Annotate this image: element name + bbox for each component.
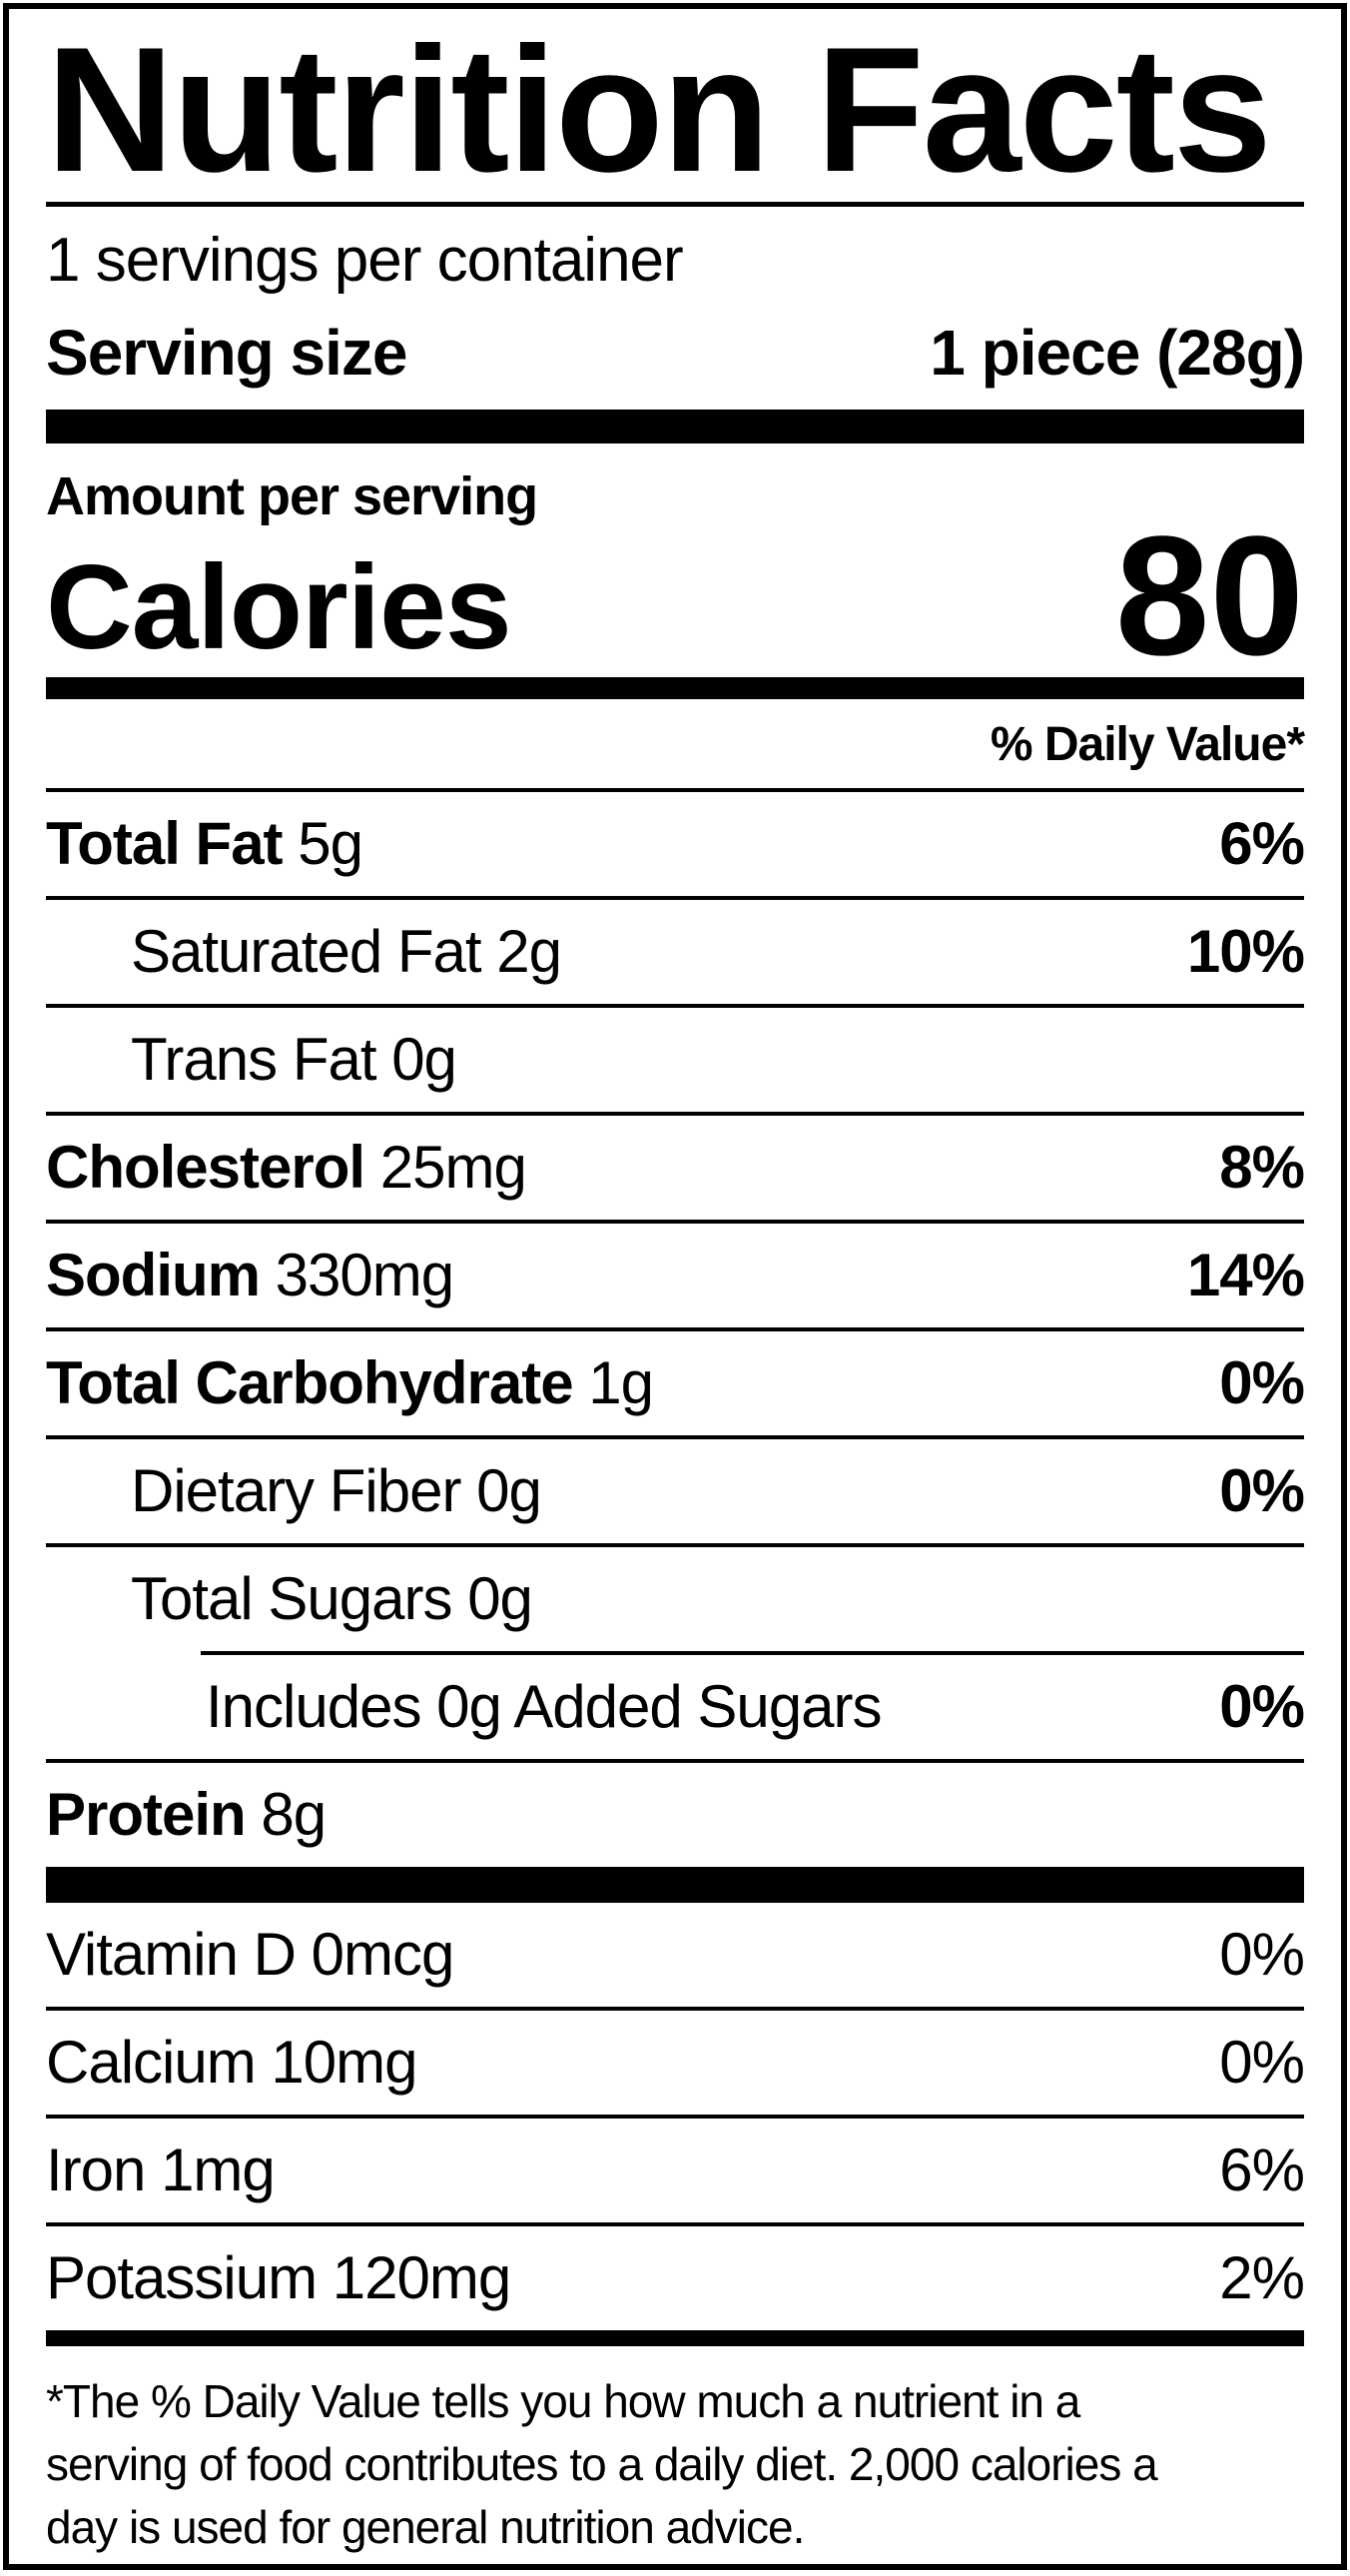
nutrient-row-total-carbohydrate: Total Carbohydrate 1g 0% — [46, 1331, 1305, 1439]
label-title: Nutrition Facts — [46, 10, 1272, 209]
daily-value-footnote: *The % Daily Value tells you how much a … — [46, 2346, 1304, 2560]
thick-divider-calories — [46, 676, 1304, 699]
vitamin-name-amount: Calcium 10mg — [46, 2028, 417, 2096]
vitamin-dv: 6% — [1219, 2136, 1305, 2203]
serving-size-row: Serving size 1 piece (28g) — [46, 310, 1305, 410]
nutrient-name-amount: Dietary Fiber 0g — [131, 1456, 542, 1524]
nutrient-row-trans-fat: Trans Fat 0g — [46, 1008, 1304, 1116]
thick-divider-top — [46, 410, 1304, 444]
nutrient-dv: 8% — [1219, 1133, 1305, 1201]
serving-size-value: 1 piece (28g) — [930, 317, 1305, 390]
thick-divider-protein — [46, 1866, 1304, 1903]
footnote-line: day is used for general nutrition advice… — [46, 2501, 805, 2554]
daily-value-divider — [46, 787, 1304, 792]
nutrient-row-total-sugars: Total Sugars 0g — [46, 1547, 1304, 1651]
nutrient-row-total-fat: Total Fat 5g 6% — [46, 792, 1305, 900]
title-divider — [46, 202, 1304, 208]
nutrient-name-amount: Protein 8g — [46, 1780, 327, 1848]
nutrient-name-amount: Trans Fat 0g — [131, 1025, 457, 1093]
nutrient-name-amount: Sodium 330mg — [46, 1241, 454, 1308]
nutrient-name-amount: Total Fat 5g — [46, 809, 363, 877]
vitamin-name-amount: Iron 1mg — [46, 2136, 276, 2203]
nutrient-name-amount: Cholesterol 25mg — [46, 1133, 527, 1201]
nutrient-row-sodium: Sodium 330mg 14% — [46, 1224, 1305, 1331]
nutrient-name-amount: Total Carbohydrate 1g — [46, 1348, 654, 1416]
footnote-line: *The % Daily Value tells you how much a … — [46, 2374, 1080, 2427]
added-sugars-divider — [201, 1650, 1304, 1655]
nutrient-row-added-sugars: Includes 0g Added Sugars 0% — [46, 1655, 1305, 1763]
nutrient-dv: 0% — [1219, 1456, 1305, 1524]
footnote-line: serving of food contributes to a daily d… — [46, 2437, 1158, 2490]
thick-divider-footnote — [46, 2329, 1304, 2346]
vitamin-row-iron: Iron 1mg 6% — [46, 2119, 1305, 2226]
daily-value-header: % Daily Value* — [990, 717, 1305, 771]
nutrient-row-dietary-fiber: Dietary Fiber 0g 0% — [46, 1439, 1305, 1547]
vitamin-dv: 0% — [1219, 1920, 1305, 1988]
vitamin-name-amount: Potassium 120mg — [46, 2243, 511, 2311]
nutrient-name-amount: Saturated Fat 2g — [131, 917, 562, 985]
nutrient-name-amount: Total Sugars 0g — [131, 1564, 533, 1632]
calories-value: 80 — [1114, 501, 1304, 692]
nutrient-row-cholesterol: Cholesterol 25mg 8% — [46, 1116, 1305, 1224]
vitamin-name-amount: Vitamin D 0mcg — [46, 1920, 454, 1988]
nutrient-dv: 14% — [1186, 1241, 1305, 1308]
vitamin-row-potassium: Potassium 120mg 2% — [46, 2226, 1305, 2330]
nutrient-row-saturated-fat: Saturated Fat 2g 10% — [46, 900, 1305, 1008]
nutrient-dv: 0% — [1219, 1348, 1305, 1416]
amount-per-serving-label: Amount per serving — [46, 466, 538, 527]
vitamin-row-calcium: Calcium 10mg 0% — [46, 2011, 1305, 2119]
vitamin-dv: 0% — [1219, 2028, 1305, 2096]
vitamin-row-vitamin-d: Vitamin D 0mcg 0% — [46, 1903, 1305, 2011]
nutrition-facts-label: Nutrition Facts 1 servings per container… — [3, 3, 1347, 2570]
nutrient-name-amount: Includes 0g Added Sugars — [206, 1672, 883, 1740]
vitamin-dv: 2% — [1219, 2243, 1305, 2311]
nutrient-dv: 6% — [1219, 809, 1305, 877]
calories-label: Calories — [46, 539, 512, 674]
nutrient-dv: 0% — [1219, 1672, 1305, 1740]
nutrient-row-protein: Protein 8g — [46, 1763, 1304, 1867]
servings-per-container: 1 servings per container — [46, 226, 684, 296]
calories-row: Calories 80 — [46, 501, 1304, 692]
serving-size-label: Serving size — [46, 317, 407, 390]
nutrient-dv: 10% — [1186, 917, 1305, 985]
